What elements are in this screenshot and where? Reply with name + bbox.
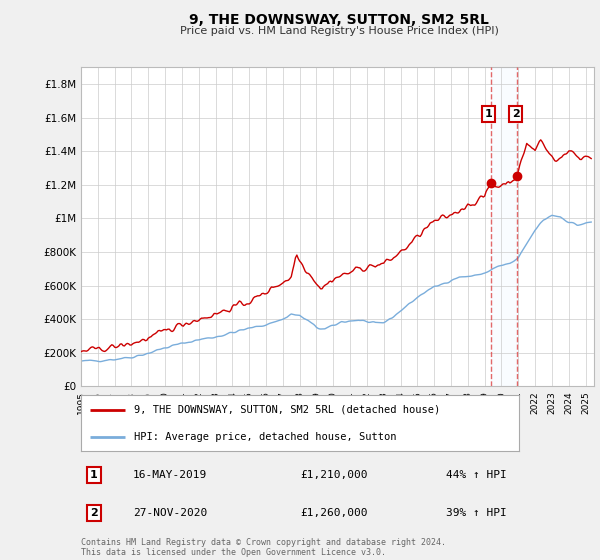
Text: 1: 1: [90, 470, 98, 480]
Text: £1,260,000: £1,260,000: [300, 508, 368, 518]
Text: Contains HM Land Registry data © Crown copyright and database right 2024.
This d: Contains HM Land Registry data © Crown c…: [81, 538, 446, 557]
Text: HPI: Average price, detached house, Sutton: HPI: Average price, detached house, Sutt…: [134, 432, 396, 442]
Text: £1,210,000: £1,210,000: [300, 470, 368, 480]
Text: 2: 2: [512, 109, 520, 119]
Text: 2: 2: [90, 508, 98, 518]
Text: Price paid vs. HM Land Registry's House Price Index (HPI): Price paid vs. HM Land Registry's House …: [179, 26, 499, 36]
Text: 44% ↑ HPI: 44% ↑ HPI: [446, 470, 507, 480]
Text: 27-NOV-2020: 27-NOV-2020: [133, 508, 208, 518]
Text: 9, THE DOWNSWAY, SUTTON, SM2 5RL (detached house): 9, THE DOWNSWAY, SUTTON, SM2 5RL (detach…: [134, 405, 440, 415]
Text: 9, THE DOWNSWAY, SUTTON, SM2 5RL: 9, THE DOWNSWAY, SUTTON, SM2 5RL: [189, 13, 489, 27]
Text: 16-MAY-2019: 16-MAY-2019: [133, 470, 208, 480]
Bar: [491, 67, 517, 386]
Text: 1: 1: [484, 109, 492, 119]
Text: 39% ↑ HPI: 39% ↑ HPI: [446, 508, 507, 518]
